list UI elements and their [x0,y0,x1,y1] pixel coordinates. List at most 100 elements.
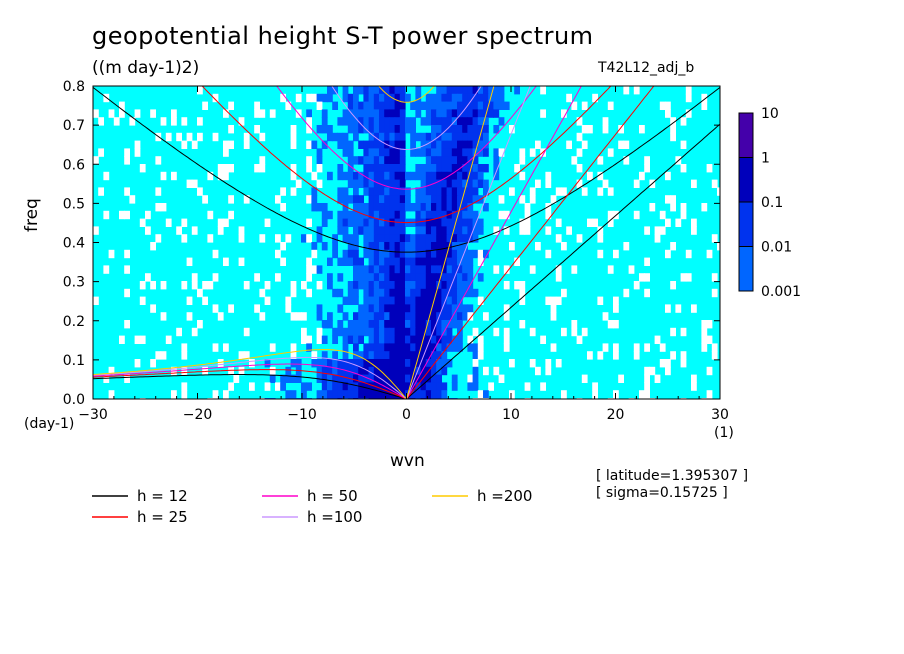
field-cell [373,304,380,313]
field-cell [472,218,479,227]
field-cell [337,117,344,126]
field-cell [509,390,515,399]
field-cell [347,335,354,344]
field-cell [639,125,645,134]
field-cell [592,218,598,227]
field-cell [394,351,401,360]
field-cell [306,343,312,352]
field-cell [342,343,349,352]
field-cell [431,93,437,103]
field-cell [373,249,380,259]
field-cell [399,359,406,368]
field-cell [420,101,427,110]
field-cell [441,156,448,165]
field-cell [633,86,640,95]
field-cell [160,281,167,290]
field-cell [519,171,526,181]
field-cell [337,164,344,173]
field-cell [389,140,396,149]
field-cell [347,156,354,165]
field-cell [405,382,411,391]
field-cell [399,140,406,149]
field-cell [670,125,676,134]
field-cell [477,257,484,266]
field-cell [311,93,318,103]
field-cell [498,374,505,383]
field-cell [436,93,442,103]
field-cell [394,304,401,313]
field-cell [285,366,292,376]
field-cell [685,93,692,103]
field-cell [368,164,375,173]
field-cell [503,304,510,313]
field-cell [462,312,468,321]
field-cell [353,296,359,305]
field-cell [457,140,463,149]
field-cell [295,374,302,383]
field-cell [623,140,630,149]
field-cell [410,171,416,181]
field-cell [436,132,442,142]
field-cell [347,125,354,134]
field-cell [358,171,364,181]
field-cell [384,117,390,126]
field-cell [368,366,375,376]
field-cell [384,304,390,313]
y-tick-label: 0.1 [63,353,85,369]
field-cell [394,179,401,188]
field-cell [457,257,463,266]
field-cell [399,343,406,352]
field-cell [379,156,385,165]
field-cell [347,234,354,243]
field-cell [353,249,359,259]
field-cell [321,366,328,376]
field-cell [462,148,468,157]
field-cell [441,226,448,235]
field-cell [701,335,708,344]
field-cell [347,257,354,266]
field-cell [399,195,406,204]
field-cell [425,109,432,118]
field-cell [566,226,572,235]
field-cell [431,226,437,235]
field-cell [155,351,162,360]
field-cell [451,93,458,103]
field-cell [607,320,614,329]
field-cell [405,320,411,329]
field-cell [446,304,453,313]
field-cell [321,320,328,329]
field-cell [217,171,224,181]
field-cell [228,140,234,149]
field-cell [436,195,442,204]
field-cell [332,351,338,360]
colorbar-cell [738,201,754,247]
field-cell [472,187,479,196]
field-cell [202,195,208,204]
field-cell [353,343,359,352]
field-cell [607,218,614,227]
field-cell [368,312,375,321]
field-cell [462,86,468,95]
field-cell [353,234,359,243]
field-cell [597,249,604,259]
field-cell [441,187,448,196]
field-cell [410,312,416,321]
field-cell [119,109,125,118]
field-cell [363,296,370,305]
field-cell [399,304,406,313]
field-cell [353,288,359,298]
field-cell [462,117,468,126]
field-cell [337,304,344,313]
field-cell [347,148,354,157]
field-cell [405,242,411,251]
field-cell [321,210,328,220]
field-cell [425,304,432,313]
field-cell [379,210,385,220]
field-cell [597,187,604,196]
field-cell [98,117,104,126]
field-cell [493,148,500,157]
field-cell [342,109,349,118]
field-cell [618,140,624,149]
field-cell [306,117,312,126]
field-cell [514,281,520,290]
